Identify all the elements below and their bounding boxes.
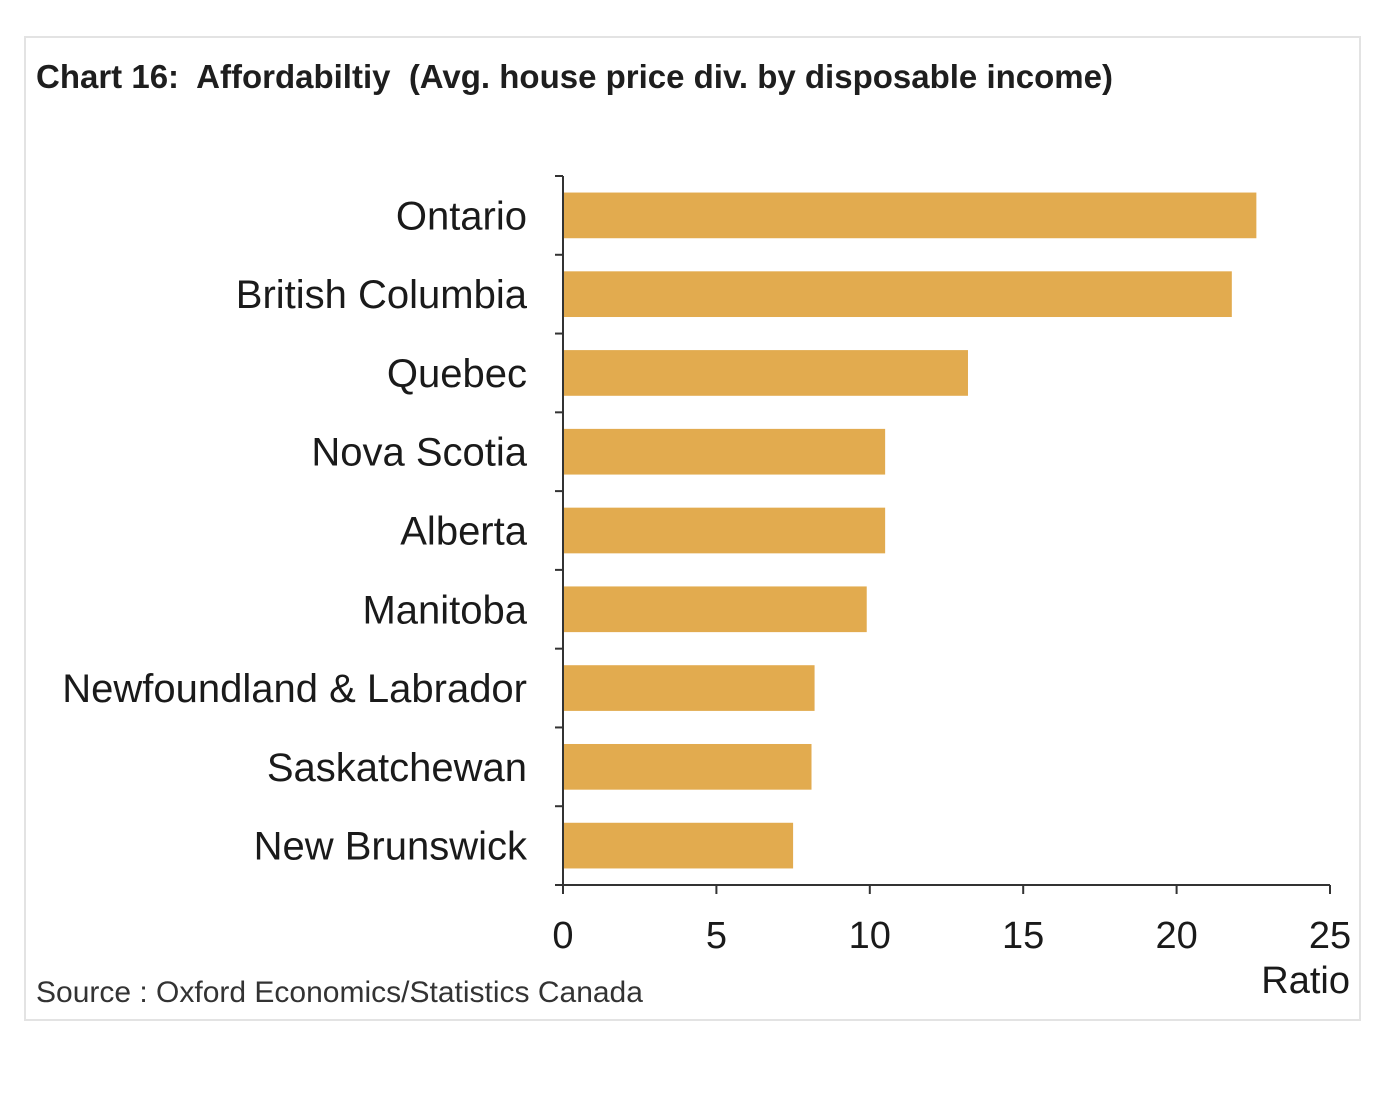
bar-4	[563, 507, 886, 554]
x-axis-title: Ratio	[1261, 960, 1350, 1002]
x-tick-label: 20	[1155, 915, 1197, 957]
x-tick-label: 5	[706, 915, 727, 957]
bar-5	[563, 586, 867, 633]
category-label: Ontario	[396, 194, 527, 238]
bar-7	[563, 743, 812, 790]
bar-0	[563, 192, 1257, 239]
bar-6	[563, 665, 815, 711]
x-tick-label: 10	[849, 915, 891, 957]
bar-2	[563, 350, 968, 396]
category-label: Saskatchewan	[267, 746, 527, 790]
category-label: Manitoba	[362, 588, 527, 632]
chart-source: Source : Oxford Economics/Statistics Can…	[36, 976, 643, 1009]
category-label: Alberta	[400, 510, 527, 554]
category-label: Nova Scotia	[311, 431, 527, 475]
bar-1	[563, 271, 1232, 318]
category-label: British Columbia	[236, 273, 528, 317]
chart-title: Chart 16: Affordabiltiy (Avg. house pric…	[36, 58, 1113, 95]
x-tick-label: 15	[1002, 915, 1044, 957]
x-tick-label: 25	[1309, 915, 1351, 957]
bar-8	[563, 822, 794, 869]
category-label: Quebec	[387, 352, 527, 396]
category-label: New Brunswick	[254, 825, 528, 869]
x-tick-label: 0	[552, 915, 573, 957]
category-label: Newfoundland & Labrador	[62, 667, 527, 711]
bar-3	[563, 428, 886, 475]
